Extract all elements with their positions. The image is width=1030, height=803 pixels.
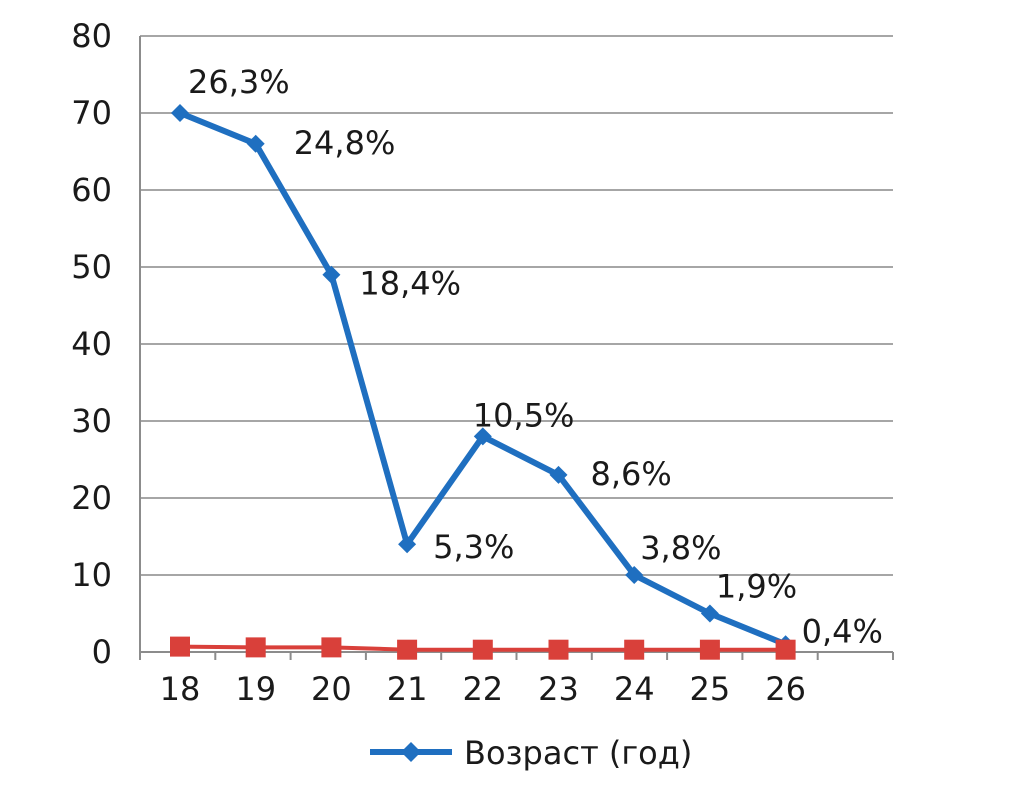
data-point-diamond (549, 465, 568, 484)
y-tick-label: 50 (71, 248, 112, 286)
y-tick-label: 10 (71, 556, 112, 594)
x-tick-label: 26 (765, 670, 806, 708)
data-label: 5,3% (433, 528, 514, 566)
grid-lines (140, 35, 893, 576)
x-tick-labels: 18 19 20 21 22 23 24 25 26 (160, 670, 806, 708)
data-point-square (472, 639, 493, 660)
y-tick-label: 0 (92, 633, 112, 671)
data-point-diamond (398, 535, 417, 554)
y-tick-label: 60 (71, 171, 112, 209)
legend-label: Возраст (год) (464, 734, 692, 772)
data-point-diamond (473, 427, 492, 446)
data-label: 10,5% (473, 396, 575, 434)
y-tick-label: 70 (71, 94, 112, 132)
x-tick-label: 18 (160, 670, 201, 708)
data-point-square (548, 639, 569, 660)
data-point-square (775, 639, 796, 660)
y-tick-label: 40 (71, 325, 112, 363)
data-point-square (699, 639, 720, 660)
x-tick-label: 24 (614, 670, 655, 708)
data-point-square (170, 636, 190, 657)
series (170, 104, 796, 660)
x-tick-label: 22 (462, 670, 503, 708)
x-tick-label: 20 (311, 670, 352, 708)
data-point-diamond (625, 566, 644, 584)
y-tick-label: 80 (71, 17, 112, 55)
series-2 (170, 636, 796, 660)
legend-diamond-marker (401, 742, 421, 762)
x-tick-label: 25 (690, 670, 731, 708)
data-label: 26,3% (188, 63, 290, 101)
data-point-square (321, 637, 342, 658)
data-labels: 26,3%24,8% 18,4% 5,3% 10,5% 8,6% 3,8%1,9%0,4% (188, 63, 883, 650)
data-label: 0,4% (802, 612, 883, 650)
y-tick-label: 20 (71, 479, 112, 517)
data-point-diamond (700, 604, 719, 623)
data-label: 18,4% (359, 265, 461, 303)
x-tick-label: 21 (387, 670, 428, 708)
data-label: 3,8% (640, 529, 721, 567)
x-tick-label: 19 (235, 670, 276, 708)
x-tick-label: 23 (538, 670, 579, 708)
y-tick-label: 30 (71, 402, 112, 440)
data-point-diamond (171, 104, 189, 122)
y-tick-labels: 0 10 20 30 40 50 60 70 80 (71, 17, 112, 671)
data-point-square (624, 639, 645, 660)
data-label: 8,6% (591, 455, 672, 493)
legend: Возраст (год) (370, 734, 692, 772)
data-point-diamond (246, 134, 265, 153)
axes (139, 36, 894, 660)
data-label: 1,9% (716, 568, 797, 606)
data-point-diamond (322, 265, 341, 284)
data-label: 24,8% (294, 124, 396, 162)
data-point-square (397, 639, 418, 660)
data-point-square (245, 637, 266, 658)
series-1 (171, 104, 795, 654)
